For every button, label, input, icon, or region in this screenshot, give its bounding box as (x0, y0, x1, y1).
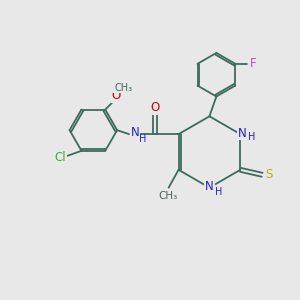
Text: N: N (205, 180, 214, 193)
Text: CH₃: CH₃ (114, 83, 132, 93)
Text: H: H (248, 132, 255, 142)
Text: N: N (238, 127, 247, 140)
Text: N: N (130, 126, 139, 139)
Text: O: O (112, 89, 121, 102)
Text: S: S (266, 168, 273, 181)
Text: CH₃: CH₃ (158, 190, 177, 201)
Text: F: F (250, 57, 256, 70)
Text: H: H (215, 187, 222, 196)
Text: H: H (139, 134, 147, 144)
Text: O: O (150, 101, 159, 114)
Text: Cl: Cl (55, 151, 67, 164)
